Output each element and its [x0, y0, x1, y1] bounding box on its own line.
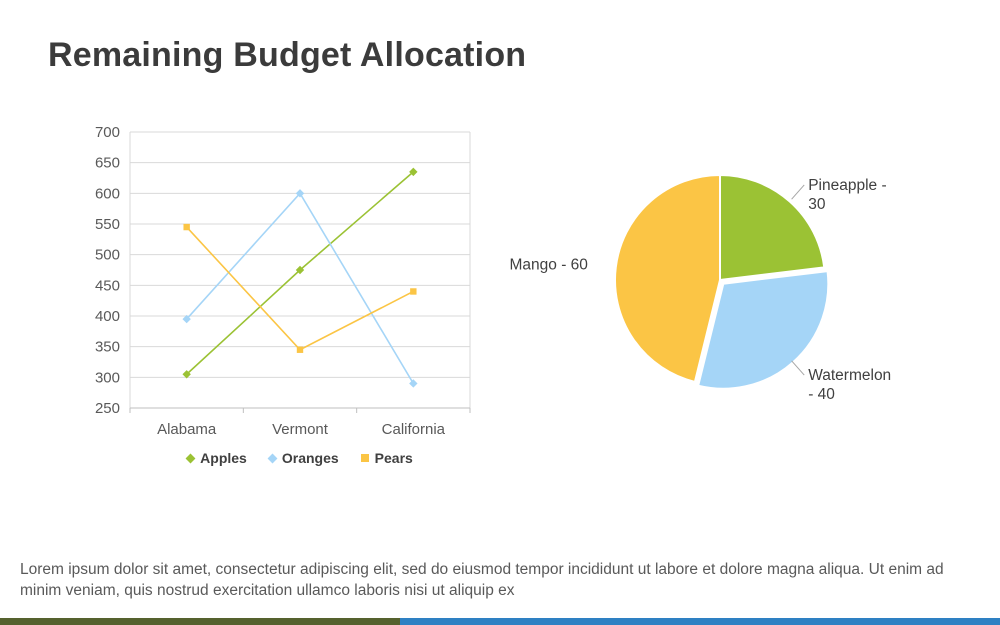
- footer-accent-left: [0, 618, 400, 625]
- data-point-marker-oranges: [409, 379, 418, 388]
- series-line-oranges: [186, 191, 415, 384]
- data-point-marker-pears: [183, 223, 190, 231]
- pie-label-mango: Mango - 60: [510, 257, 589, 274]
- y-axis-label: 450: [95, 277, 120, 294]
- pie-chart: Pineapple -30 Watermelon - 40 Mango - 60: [480, 150, 1000, 430]
- y-axis-label: 400: [95, 308, 120, 325]
- legend-item-apples: Apples: [185, 450, 247, 466]
- footer-bar: [0, 618, 1000, 625]
- leader-line-watermelon: [791, 360, 805, 376]
- data-point-marker-pears: [410, 288, 417, 295]
- line-chart: 250 300 350 400 450 500 550 600 650 700 Alabama Ver…: [72, 118, 482, 466]
- pie-label-watermelon: Watermelon - 40: [808, 367, 891, 403]
- data-point-marker-apples: [295, 265, 305, 275]
- legend-marker-apples: [185, 453, 196, 463]
- data-point-marker-apples: [182, 370, 191, 379]
- body-text: Lorem ipsum dolor sit amet, consectetur …: [20, 561, 944, 599]
- y-axis-label: 250: [95, 400, 120, 417]
- data-point-marker-pears: [296, 346, 304, 353]
- y-axis-label: 300: [95, 369, 120, 386]
- x-axis-label: Vermont: [272, 421, 329, 438]
- legend-label-oranges: Oranges: [281, 450, 339, 466]
- legend-label-apples: Apples: [200, 450, 247, 466]
- y-axis-label: 700: [95, 124, 120, 141]
- pie-slice-mango: [614, 173, 721, 384]
- pie-chart-svg: Pineapple -30 Watermelon - 40 Mango - 60: [510, 173, 891, 403]
- legend-marker-pears: [360, 454, 369, 462]
- legend-item-oranges: Oranges: [267, 450, 339, 466]
- y-axis-label: 350: [95, 339, 120, 356]
- y-axis-label: 650: [95, 155, 120, 172]
- x-axis-label: Alabama: [157, 421, 217, 438]
- pie-label-pineapple: Pineapple -30: [808, 177, 886, 213]
- legend-label-pears: Pears: [374, 450, 413, 466]
- legend-item-pears: Pears: [360, 450, 413, 466]
- page-title: Remaining Budget Allocation: [48, 36, 527, 74]
- chart-legend: Apples Oranges Pears: [130, 450, 470, 466]
- leader-line-pineapple: [791, 184, 805, 200]
- data-point-marker-oranges: [295, 189, 305, 198]
- pie-slice-pineapple: [719, 173, 826, 282]
- legend-marker-oranges: [267, 453, 278, 463]
- data-point-marker-oranges: [182, 314, 191, 324]
- x-axis-label: California: [382, 421, 446, 438]
- series-line-pears: [186, 226, 414, 351]
- y-axis-label: 550: [95, 216, 120, 233]
- line-chart-svg: 250 300 350 400 450 500 550 600 650 700 Alabama Ver…: [95, 124, 471, 438]
- y-axis-label: 500: [95, 247, 120, 264]
- y-axis-label: 600: [95, 185, 120, 202]
- footer-accent-right: [400, 618, 1000, 625]
